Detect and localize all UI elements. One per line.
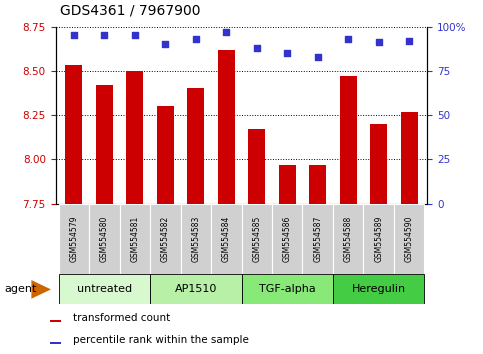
Text: transformed count: transformed count <box>72 313 170 323</box>
Point <box>314 54 322 59</box>
Bar <box>89 204 120 274</box>
Point <box>70 33 78 38</box>
Point <box>344 36 352 42</box>
Bar <box>120 204 150 274</box>
Text: GSM554584: GSM554584 <box>222 216 231 262</box>
Bar <box>370 124 387 204</box>
Text: GSM554582: GSM554582 <box>161 216 170 262</box>
Bar <box>218 50 235 204</box>
Text: GSM554589: GSM554589 <box>374 216 383 262</box>
Text: agent: agent <box>5 284 37 295</box>
Bar <box>58 204 89 274</box>
Bar <box>333 204 363 274</box>
Text: TGF-alpha: TGF-alpha <box>259 284 315 295</box>
Bar <box>248 129 265 204</box>
Bar <box>58 274 150 304</box>
Bar <box>401 112 417 204</box>
Bar <box>242 204 272 274</box>
Bar <box>150 274 242 304</box>
Text: percentile rank within the sample: percentile rank within the sample <box>72 335 248 345</box>
Point <box>131 33 139 38</box>
Point <box>375 40 383 45</box>
Point <box>284 50 291 56</box>
Point <box>253 45 261 51</box>
Bar <box>302 204 333 274</box>
Bar <box>187 88 204 204</box>
Text: GSM554581: GSM554581 <box>130 216 139 262</box>
Text: GSM554590: GSM554590 <box>405 216 413 262</box>
Bar <box>333 274 425 304</box>
Bar <box>394 204 425 274</box>
Bar <box>181 204 211 274</box>
Polygon shape <box>31 280 51 299</box>
Point <box>222 29 230 35</box>
Bar <box>242 274 333 304</box>
Bar <box>279 165 296 204</box>
Bar <box>96 85 113 204</box>
Text: GSM554579: GSM554579 <box>70 216 78 262</box>
Bar <box>50 320 61 322</box>
Bar <box>340 76 356 204</box>
Text: GSM554588: GSM554588 <box>344 216 353 262</box>
Text: GSM554585: GSM554585 <box>252 216 261 262</box>
Text: Heregulin: Heregulin <box>352 284 406 295</box>
Point <box>161 41 169 47</box>
Text: GSM554580: GSM554580 <box>100 216 109 262</box>
Bar <box>272 204 302 274</box>
Bar <box>211 204 242 274</box>
Bar <box>309 165 326 204</box>
Text: GSM554586: GSM554586 <box>283 216 292 262</box>
Bar <box>150 204 181 274</box>
Point <box>192 36 199 42</box>
Point <box>100 33 108 38</box>
Bar <box>363 204 394 274</box>
Text: GDS4361 / 7967900: GDS4361 / 7967900 <box>60 4 201 18</box>
Bar <box>157 106 174 204</box>
Text: GSM554583: GSM554583 <box>191 216 200 262</box>
Text: GSM554587: GSM554587 <box>313 216 322 262</box>
Text: AP1510: AP1510 <box>174 284 217 295</box>
Text: untreated: untreated <box>77 284 132 295</box>
Point <box>405 38 413 44</box>
Bar <box>50 342 61 343</box>
Bar <box>127 71 143 204</box>
Bar <box>66 65 82 204</box>
